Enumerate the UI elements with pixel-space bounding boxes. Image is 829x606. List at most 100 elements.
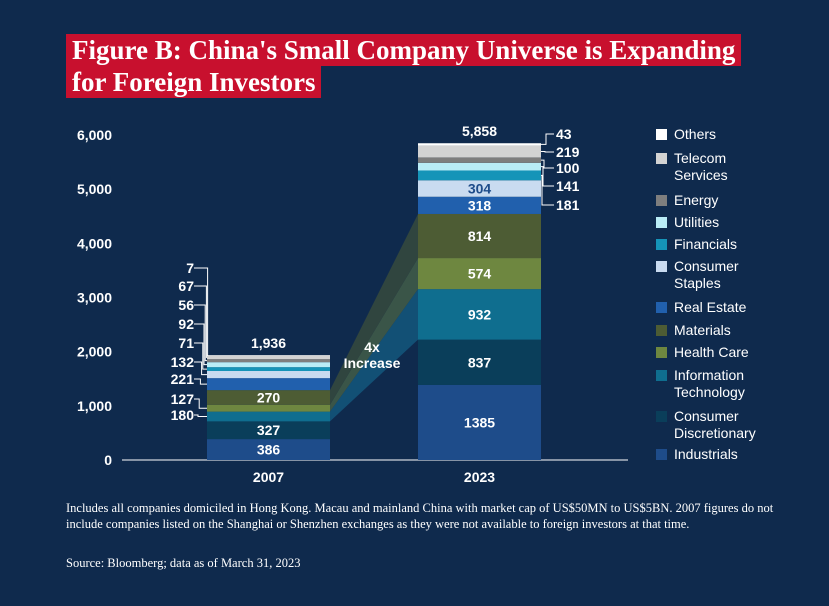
bar-segment-2007-consumer-discretionary <box>207 421 330 440</box>
legend-swatch <box>656 217 667 228</box>
y-tick-label: 2,000 <box>77 344 112 360</box>
annotation-4x: 4x <box>364 339 380 355</box>
callout-line-2007-real-estate <box>194 378 207 385</box>
bar-segment-2007-real-estate <box>207 378 330 391</box>
callout-line-2007-financials <box>194 342 207 370</box>
bar-segment-2023-industrials <box>418 384 541 460</box>
legend-label: Industrials <box>674 446 738 462</box>
callout-line-2007-consumer-staples <box>194 361 207 376</box>
y-tick-label: 6,000 <box>77 127 112 143</box>
callout-line-2023-financials <box>541 174 554 206</box>
bar-segment-2023-real-estate <box>418 196 541 214</box>
callout-label-2023: 100 <box>556 160 580 176</box>
legend-item-financials: Financials <box>656 236 784 253</box>
y-tick-label: 3,000 <box>77 290 112 306</box>
legend-label: Information Technology <box>674 367 745 400</box>
bar-segment-2023-materials <box>418 213 541 259</box>
legend-label: Materials <box>674 322 731 338</box>
connector-band-health-care <box>330 258 418 412</box>
bar-segment-2023-health-care <box>418 258 541 290</box>
bar-segment-2007-information-technology <box>207 411 330 422</box>
legend-swatch <box>656 449 667 460</box>
callout-label-2023: 219 <box>556 144 580 160</box>
legend-label: Financials <box>674 236 738 252</box>
legend-item-consumer-discretionary: Consumer Discretionary <box>656 408 784 442</box>
legend-swatch <box>656 261 667 272</box>
legend-item-real-estate: Real Estate <box>656 299 784 316</box>
callout-label-2007: 92 <box>178 316 194 332</box>
y-tick-label: 4,000 <box>77 235 112 251</box>
bar-segment-2007-telecom-services <box>207 355 330 360</box>
bar-value-label: 318 <box>468 197 492 213</box>
legend-swatch <box>656 129 667 140</box>
callout-label-2023: 141 <box>556 178 580 194</box>
bar-segment-2007-energy <box>207 359 330 363</box>
callout-line-2007-others <box>194 267 209 356</box>
callout-label-2007: 7 <box>186 260 194 276</box>
bar-value-label: 574 <box>468 266 492 282</box>
legend-item-energy: Energy <box>656 192 784 209</box>
legend-swatch <box>656 195 667 206</box>
callout-line-2007-utilities <box>194 323 207 366</box>
legend-item-telecom-services: Telecom Services <box>656 150 784 184</box>
bar-segment-2023-utilities <box>418 162 541 171</box>
x-tick-label: 2023 <box>464 469 495 485</box>
legend-label: Others <box>674 126 717 142</box>
bar-segment-2007-consumer-staples <box>207 371 330 379</box>
bar-value-label: 327 <box>257 422 281 438</box>
bar-segment-2007-health-care <box>207 404 330 412</box>
callout-line-2007-energy <box>194 304 207 362</box>
callout-line-2023-others <box>541 133 554 145</box>
legend-swatch <box>656 325 667 336</box>
bar-value-label: 814 <box>468 228 492 244</box>
bar-value-label: 386 <box>257 442 281 458</box>
legend-label: Consumer Staples <box>674 258 739 291</box>
bar-segment-2023-consumer-discretionary <box>418 339 541 385</box>
legend-swatch <box>656 370 667 381</box>
callout-line-2023-energy <box>541 159 554 169</box>
y-tick-label: 1,000 <box>77 398 112 414</box>
legend-item-others: Others <box>656 126 784 143</box>
chart-title-line-2: for Foreign Investors <box>66 66 322 98</box>
callout-label-2023: 181 <box>556 197 580 213</box>
source-note: Source: Bloomberg; data as of March 31, … <box>66 556 301 570</box>
legend-item-consumer-staples: Consumer Staples <box>656 258 784 292</box>
bar-segment-2023-others <box>418 143 541 146</box>
callout-label-2007: 56 <box>178 297 194 313</box>
legend-swatch <box>656 239 667 250</box>
bar-segment-2023-financials <box>418 170 541 181</box>
connector-band-information-technology <box>330 289 418 422</box>
callout-label-2007: 221 <box>171 371 195 387</box>
legend-label: Utilities <box>674 214 720 230</box>
legend-label: Energy <box>674 192 719 208</box>
chart-title-line-1: Figure B: China's Small Company Universe… <box>66 34 742 66</box>
callout-line-2023-telecom-services <box>541 150 554 153</box>
bar-segment-2023-energy <box>418 157 541 163</box>
bar-segment-2023-information-technology <box>418 289 541 340</box>
legend-item-industrials: Industrials <box>656 446 784 463</box>
callout-label-2007: 67 <box>178 278 194 294</box>
annotation-increase: Increase <box>344 355 401 371</box>
bar-total-label: 5,858 <box>462 123 497 139</box>
footnote: Includes all companies domiciled in Hong… <box>66 501 774 531</box>
bar-value-label: 304 <box>468 181 492 197</box>
bar-value-label: 932 <box>468 306 492 322</box>
legend-swatch <box>656 153 667 164</box>
stacked-bar-chart: 0 1,000 2,000 3,000 4,000 5,000 6,000 2007 1,936… <box>77 123 628 485</box>
callout-line-2007-health-care <box>194 398 207 409</box>
legend-label: Real Estate <box>674 299 747 315</box>
legend-swatch <box>656 302 667 313</box>
bar-value-label: 1385 <box>464 414 495 430</box>
legend-label: Consumer Discretionary <box>674 408 756 441</box>
callout-line-2023-utilities <box>541 166 554 187</box>
bar-value-label: 837 <box>468 354 492 370</box>
callout-label-2007: 180 <box>171 407 195 423</box>
bar-segment-2007-materials <box>207 390 330 405</box>
legend-item-information-technology: Information Technology <box>656 367 784 401</box>
callout-label-2007: 132 <box>171 354 195 370</box>
x-tick-label: 2007 <box>253 469 284 485</box>
bar-segment-2007-financials <box>207 367 330 372</box>
bar-segment-2007-utilities <box>207 362 330 368</box>
bar-segment-2023-consumer-staples <box>418 180 541 197</box>
legend-item-health-care: Health Care <box>656 344 784 361</box>
